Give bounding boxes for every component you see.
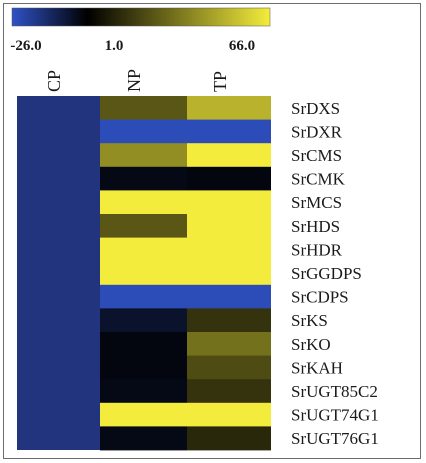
heatmap-cell [100,143,187,168]
row-label: SrHDS [291,217,340,236]
heatmap-cell [187,402,271,427]
colorbar-tick-label: 1.0 [105,38,124,54]
heatmap-cell [100,119,187,144]
column-label-cp: CP [44,70,64,92]
heatmap-cell [187,96,271,120]
heatmap-cell [187,237,271,262]
heatmap-cell [100,96,187,120]
heatmap-cell [100,284,187,309]
row-label: SrCMS [291,146,342,165]
row-label: SrKS [291,311,328,330]
column-label-tp: TP [210,71,230,92]
colorbar [11,7,271,27]
heatmap-cell [100,308,187,333]
row-label: SrGGDPS [291,264,362,283]
row-label: SrUGT76G1 [291,429,379,448]
heatmap-cell [187,308,271,333]
row-label: SrUGT85C2 [291,382,378,401]
heatmap-cell [100,332,187,356]
row-label: SrDXR [291,122,343,141]
heatmap-cell [100,402,187,427]
colorbar-ticks: -26.0 1.0 66.0 [10,38,255,54]
heatmap-cell [100,237,187,262]
heatmap-chart: -26.0 1.0 66.0 CP NP TP SrDXS SrDXR SrCMS SrCMK… [10,7,379,451]
row-labels: SrDXS SrDXR SrCMS SrCMK SrMCS SrHDS SrHDR SrGGD… [291,99,379,448]
heatmap-cell [100,379,187,404]
row-label: SrHDR [291,240,343,259]
heatmap-cell [187,379,271,404]
heatmap-cells [17,96,271,451]
colorbar-tick-label: -26.0 [10,38,41,54]
heatmap-cell [187,166,271,191]
heatmap-cell [100,190,187,215]
heatmap-cell [187,261,271,286]
row-label: SrDXS [291,99,340,118]
heatmap-cell [187,214,271,238]
heatmap-cell [187,284,271,309]
heatmap-cell [187,355,271,380]
heatmap-cell [100,261,187,286]
column-labels: CP NP TP [44,69,230,92]
colorbar-tick-label: 66.0 [229,38,255,54]
heatmap-cell [100,214,187,238]
row-label: SrUGT74G1 [291,406,379,425]
row-label: SrCMK [291,170,346,189]
heatmap-cell [100,166,187,191]
heatmap-cell [187,332,271,356]
cell-cp-block [17,96,100,450]
heatmap-figure: -26.0 1.0 66.0 CP NP TP SrDXS SrDXR SrCMS SrCMK… [3,3,421,459]
row-label: SrCDPS [291,288,349,307]
row-label: SrMCS [291,193,342,212]
column-label-np: NP [124,69,144,92]
heatmap-cell [100,355,187,380]
heatmap-cell [100,426,187,451]
row-label: SrKO [291,335,331,354]
heatmap-cell [187,190,271,215]
heatmap-cell [187,426,271,451]
heatmap-cell [187,119,271,144]
heatmap-cell [187,143,271,168]
row-label: SrKAH [291,358,343,377]
